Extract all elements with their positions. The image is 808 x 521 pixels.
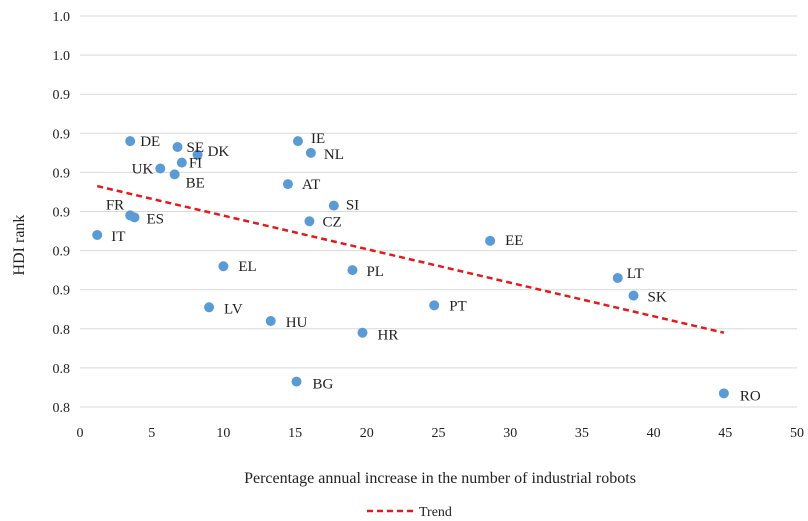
y-tick-label: 0.8 [53,362,71,377]
point-fi [176,157,187,168]
point-hu [265,315,276,326]
point-label-ee: EE [505,233,523,249]
point-at [282,179,293,190]
point-label-at: AT [302,177,320,193]
y-tick-label: 1.0 [53,10,71,25]
point-label-lv: LV [224,301,243,317]
y-tick-label: 0.8 [53,323,71,338]
point-label-hu: HU [286,315,308,331]
y-tick-label: 0.8 [53,401,71,416]
point-label-es: ES [146,211,164,227]
y-tick-label: 1.0 [53,49,71,64]
point-pl [347,265,358,276]
x-tick-label: 15 [288,426,302,441]
x-tick-label: 40 [647,426,661,441]
point-ee [485,235,496,246]
data-points [92,136,729,399]
x-tick-label: 35 [575,426,589,441]
y-tick-label: 0.9 [53,206,71,221]
point-ro [718,388,729,399]
point-label-it: IT [111,229,125,245]
point-label-nl: NL [324,147,344,163]
x-tick-label: 30 [503,426,517,441]
trend-line [96,184,725,334]
y-axis-ticks: 0.8 0.8 0.8 0.9 0.9 0.9 0.9 0.9 0.9 1.0 1.0 [53,10,71,416]
point-be [169,169,180,180]
legend-trend-label: Trend [419,505,452,520]
x-tick-label: 45 [718,426,732,441]
x-tick-label: 50 [790,426,804,441]
y-tick-label: 0.9 [53,245,71,260]
point-label-ro: RO [740,388,761,404]
point-hr [357,327,368,338]
gridlines [80,15,797,408]
point-sk [628,290,639,301]
x-tick-label: 0 [77,426,84,441]
x-tick-label: 20 [360,426,374,441]
point-label-se: SE [187,140,205,156]
point-es [129,212,140,223]
point-label-uk: UK [132,161,154,177]
point-lv [204,302,215,313]
point-label-fr: FR [106,197,124,213]
x-tick-label: 25 [432,426,446,441]
point-ie [292,136,303,147]
point-dk [192,149,203,160]
point-nl [305,147,316,158]
point-label-bg: BG [313,377,334,393]
point-de [125,136,136,147]
y-tick-label: 0.9 [53,284,71,299]
point-label-fi: FI [189,156,202,172]
point-label-pt: PT [449,298,467,314]
y-axis-label: HDI rank [11,215,28,276]
point-lt [612,272,623,283]
point-label-sk: SK [648,290,667,306]
point-label-de: DE [140,134,160,150]
point-label-cz: CZ [322,214,341,230]
trend-layer [96,184,725,334]
point-label-pl: PL [366,264,384,280]
point-label-ie: IE [311,131,325,147]
point-label-be: BE [186,175,205,191]
legend: Trend [367,505,452,520]
x-tick-label: 10 [216,426,230,441]
point-label-si: SI [346,198,359,214]
point-label-hr: HR [377,328,398,344]
x-axis-ticks: 0 5 10 15 20 25 30 35 40 45 50 [77,426,805,441]
point-bg [291,376,302,387]
point-si [328,200,339,211]
point-it [92,229,103,240]
point-label-el: EL [238,259,256,275]
point-se [172,141,183,152]
x-axis-label: Percentage annual increase in the number… [244,470,636,487]
point-el [218,261,229,272]
point-uk [155,163,166,174]
point-label-lt: LT [627,266,644,282]
y-tick-label: 0.9 [53,88,71,103]
x-tick-label: 5 [148,426,155,441]
point-pt [429,300,440,311]
y-tick-label: 0.9 [53,166,71,181]
point-cz [304,216,315,227]
y-tick-label: 0.9 [53,127,71,142]
point-label-dk: DK [208,144,230,160]
